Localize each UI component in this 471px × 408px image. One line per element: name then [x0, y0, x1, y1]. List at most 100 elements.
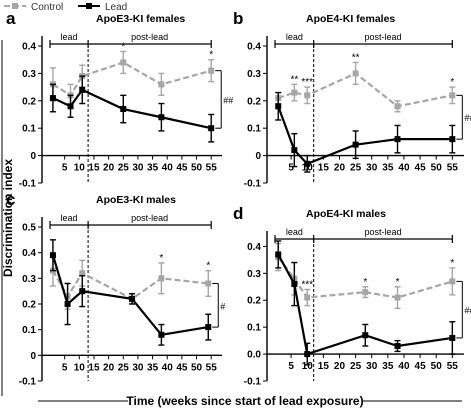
x-tick-label: 25: [350, 361, 362, 372]
data-point: [449, 334, 456, 341]
series-line: [52, 88, 212, 130]
series-line: [51, 270, 209, 301]
data-point: [449, 136, 456, 143]
data-point: [208, 67, 215, 74]
x-tick-label: 45: [415, 361, 427, 372]
significance-bracket: ###: [456, 94, 471, 140]
panel-a: a ApoE3-KI females-0.100.10.20.30.45 10 15 2…: [6, 9, 233, 190]
significance-bracket: ##: [215, 70, 233, 129]
phase-label-post-lead: post-lead: [364, 227, 401, 237]
data-point: [208, 125, 215, 132]
y-tick-label: 0.5: [22, 223, 36, 234]
series-line: [51, 254, 209, 336]
data-point: [67, 103, 74, 110]
x-tick-label: 30: [132, 362, 144, 373]
significance-star: **: [352, 52, 360, 63]
series-line: [277, 253, 453, 356]
x-tick-label: 25: [350, 163, 362, 174]
series-line: [277, 256, 453, 299]
significance-star: *: [206, 261, 210, 272]
panel-letter: d: [233, 204, 243, 223]
data-point: [158, 275, 165, 282]
y-tick-label: -0.1: [244, 179, 262, 190]
panel-title: ApoE4-KI females: [306, 13, 395, 25]
legend: Control Lead: [4, 2, 127, 13]
x-tick-label: 40: [162, 163, 174, 174]
significance-star: *: [450, 77, 454, 88]
x-tick-label: 5: [62, 163, 68, 174]
data-point: [158, 81, 165, 88]
x-tick-label: 30: [132, 163, 144, 174]
bracket-label: ##: [223, 95, 233, 105]
x-tick-label: 50: [431, 163, 443, 174]
data-point: [352, 70, 359, 77]
data-point: [394, 343, 401, 349]
y-tick-label: 0.1: [22, 325, 36, 336]
x-tick-label: 30: [366, 361, 378, 372]
panel-letter: a: [6, 9, 16, 28]
x-tick-label: 10: [74, 362, 86, 373]
data-point: [120, 59, 127, 66]
significance-bracket: #: [212, 282, 225, 328]
series-lead: [49, 239, 212, 346]
x-tick-label: 40: [398, 163, 410, 174]
y-tick-label: 0.4: [247, 42, 261, 53]
significance-star: *: [363, 277, 367, 288]
y-tick-label: 0.1: [247, 323, 261, 334]
x-axis-label-group: Time (weeks since start of lead exposure…: [38, 394, 462, 408]
data-point: [158, 331, 165, 338]
significance-star: ***: [301, 77, 313, 88]
x-tick-label: 35: [147, 163, 159, 174]
x-tick-label: 5: [288, 163, 294, 174]
y-tick-label: 0.4: [22, 42, 36, 53]
significance-star: *: [159, 253, 163, 264]
x-tick-label: 15: [88, 163, 100, 174]
panel-letter: b: [233, 9, 243, 28]
data-point: [120, 106, 127, 113]
y-tick-label: 0.4: [22, 248, 36, 259]
x-tick-label: 15: [88, 362, 100, 373]
x-tick-label: 25: [118, 362, 130, 373]
y-tick-label: -0.1: [19, 179, 37, 190]
y-tick-label: 0: [30, 151, 36, 162]
data-point: [304, 294, 311, 301]
significance-star: *: [121, 41, 125, 52]
y-tick-label: 0.4: [247, 242, 261, 253]
series-control: [49, 50, 215, 107]
y-tick-label: -0.1: [244, 377, 262, 388]
x-tick-label: 10: [74, 163, 86, 174]
y-tick-label: 0.2: [22, 96, 36, 107]
y-tick-label: 0.2: [22, 300, 36, 311]
x-tick-label: 40: [162, 362, 174, 373]
data-point: [304, 351, 311, 358]
x-tick-label: 50: [191, 163, 203, 174]
y-tick-label: 0.2: [247, 296, 261, 307]
significance-star: **: [290, 74, 298, 85]
data-point: [275, 251, 282, 258]
x-tick-label: 35: [147, 362, 159, 373]
panel-d: d ApoE4-KI males -0.1 0.0 0.1 0.2 0.3 0.4 5 10 15 2…: [233, 204, 471, 388]
series-line: [52, 61, 212, 97]
x-tick-label: 25: [118, 163, 130, 174]
x-tick-label: 10: [302, 361, 314, 372]
bracket-label: #: [220, 301, 225, 311]
data-point: [291, 89, 298, 96]
phase-label-post-lead: post-lead: [364, 32, 401, 42]
significance-bracket: ###: [456, 280, 471, 339]
x-axis-label: Time (weeks since start of lead exposure…: [126, 394, 363, 408]
significance-star: *: [450, 258, 454, 269]
y-tick-label: 0: [255, 151, 261, 162]
data-point: [352, 141, 359, 148]
x-tick-label: 20: [103, 163, 115, 174]
data-point: [394, 136, 401, 143]
y-axis-label-group: Discrimination index: [1, 40, 15, 396]
data-point: [291, 281, 298, 288]
bracket-label: ###: [464, 113, 471, 123]
significance-star: *: [396, 277, 400, 288]
data-point: [79, 86, 86, 93]
data-point: [129, 295, 136, 302]
phase-label-lead: lead: [286, 227, 303, 237]
x-tick-label: 55: [206, 362, 218, 373]
